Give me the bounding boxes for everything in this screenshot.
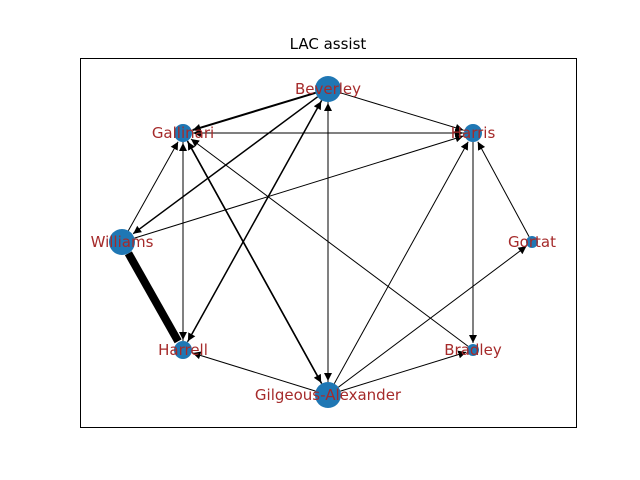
node-label-harris: Harris <box>451 124 496 142</box>
node-label-bradley: Bradley <box>444 341 502 359</box>
edge-harrell-to-beverley <box>186 100 322 343</box>
node-gilgeous-alexander <box>315 382 341 408</box>
edge-gilgeous-alexander-to-gortat <box>338 245 527 388</box>
plot-frame <box>80 58 577 428</box>
edge-gilgeous-alexander-to-harrell <box>192 351 316 392</box>
edge-williams-to-harris <box>134 134 464 239</box>
node-label-harrell: Harrell <box>158 341 208 359</box>
node-gortat <box>526 236 538 248</box>
node-gallinari <box>174 124 192 142</box>
edge-bradley-to-gallinari <box>190 138 469 347</box>
edge-williams-to-harrell <box>124 251 182 344</box>
node-williams <box>109 229 135 255</box>
diagram-title: LAC assist <box>290 35 367 53</box>
node-label-beverley: Beverley <box>295 80 361 98</box>
edge-layer <box>124 91 530 392</box>
node-beverley <box>315 76 341 102</box>
edge-beverley-to-harris <box>340 92 464 132</box>
node-harris <box>464 124 482 142</box>
edge-gilgeous-alexander-to-harris <box>333 141 469 384</box>
node-label-gallinari: Gallinari <box>152 124 214 142</box>
edge-williams-to-gallinari <box>127 141 179 231</box>
edge-beverley-to-gallinari <box>192 91 316 132</box>
edge-gortat-to-harris <box>477 141 530 237</box>
edge-gilgeous-alexander-to-bradley <box>340 350 467 392</box>
label-layer: Beverley Harris Gortat Bradley Gilgeous-Alex… <box>91 80 556 404</box>
edge-gilgeous-alexander-to-gallinari <box>187 141 323 384</box>
node-label-gortat: Gortat <box>508 233 556 251</box>
node-label-williams: Williams <box>91 233 154 251</box>
node-harrell <box>174 341 192 359</box>
node-bradley <box>467 344 479 356</box>
node-layer <box>109 76 538 408</box>
node-label-gilgeous-alexander: Gilgeous-Alexander <box>255 386 402 404</box>
